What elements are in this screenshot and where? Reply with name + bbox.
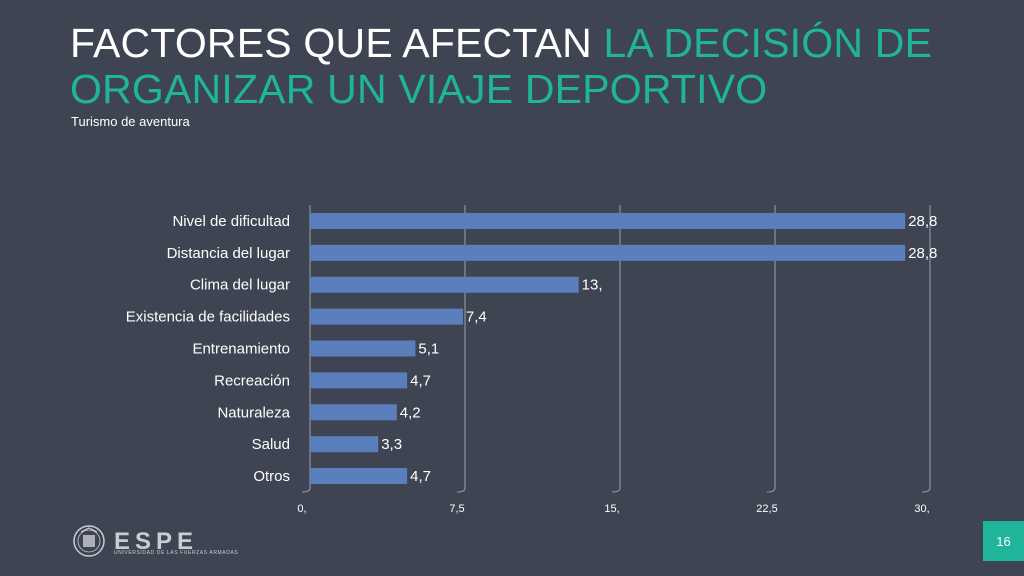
bar-3 — [310, 308, 463, 325]
value-label-8: 4,7 — [410, 468, 431, 485]
gridline-foot-3 — [766, 487, 776, 493]
title-accent-part: LA DECISIÓN DE ORGANIZAR UN VIAJE DEPORT… — [70, 20, 933, 112]
x-tick-label-3: 22,5 — [756, 503, 777, 515]
x-tick-label-1: 7,5 — [449, 503, 464, 515]
category-label-7: Salud — [252, 436, 290, 453]
x-tick-label-2: 15, — [604, 503, 619, 515]
gridline-foot-1 — [456, 487, 466, 493]
category-label-6: Naturaleza — [217, 404, 290, 421]
bar-5 — [310, 372, 408, 389]
category-label-4: Entrenamiento — [192, 341, 290, 358]
gridline-foot-0 — [301, 487, 311, 493]
category-label-3: Existencia de facilidades — [126, 309, 290, 326]
value-label-7: 3,3 — [381, 436, 402, 453]
bar-1 — [310, 244, 906, 261]
bar-7 — [310, 436, 379, 453]
value-label-0: 28,8 — [908, 213, 937, 230]
bar-8 — [310, 468, 408, 485]
x-tick-label-4: 30, — [914, 503, 929, 515]
page-number: 16 — [983, 521, 1024, 561]
category-label-8: Otros — [253, 468, 290, 485]
category-label-2: Clima del lugar — [190, 277, 290, 294]
category-label-0: Nivel de dificultad — [172, 213, 290, 230]
value-label-4: 5,1 — [418, 341, 439, 358]
value-label-6: 4,2 — [400, 404, 421, 421]
logo-subtext: UNIVERSIDAD DE LAS FUERZAS ARMADAS — [114, 550, 239, 556]
value-label-1: 28,8 — [908, 245, 937, 262]
bar-0 — [310, 212, 906, 229]
gridline-foot-2 — [611, 487, 621, 493]
slide-subtitle: Turismo de aventura — [71, 114, 190, 129]
bar-4 — [310, 340, 416, 357]
category-label-1: Distancia del lugar — [167, 245, 290, 262]
university-crest-icon — [73, 525, 105, 557]
category-label-5: Recreación — [214, 372, 290, 389]
logo-text: ESPE — [114, 528, 199, 555]
x-tick-label-0: 0, — [297, 503, 306, 515]
value-label-5: 4,7 — [410, 372, 431, 389]
gridline-foot-4 — [921, 487, 931, 493]
title-white-part: FACTORES QUE AFECTAN — [70, 20, 604, 66]
bar-2 — [310, 276, 579, 293]
espe-logo: ESPE UNIVERSIDAD DE LAS FUERZAS ARMADAS — [72, 524, 238, 558]
bar-6 — [310, 404, 397, 421]
value-label-3: 7,4 — [466, 309, 487, 326]
value-label-2: 13, — [582, 277, 603, 294]
slide-title: FACTORES QUE AFECTAN LA DECISIÓN DE ORGA… — [70, 20, 970, 112]
